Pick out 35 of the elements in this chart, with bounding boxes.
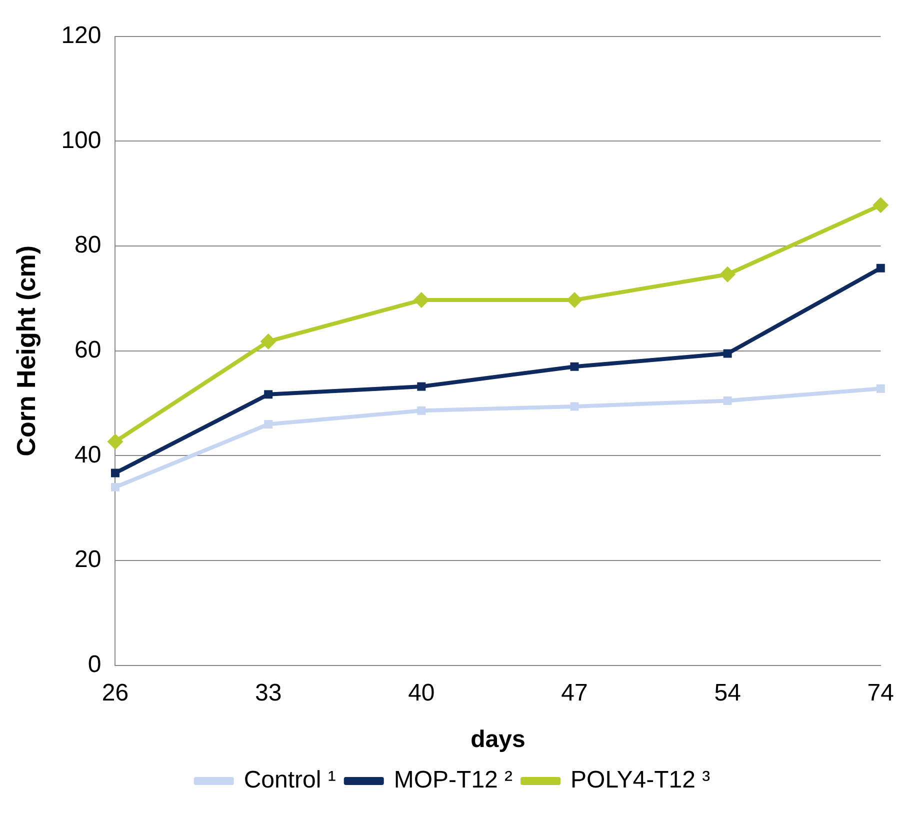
point	[107, 434, 124, 450]
point	[570, 362, 579, 371]
point	[723, 396, 732, 405]
x-tick-label: 54	[714, 679, 741, 706]
point	[264, 390, 273, 399]
y-axis-title: Corn Height (cm)	[10, 245, 41, 456]
y-tick-label: 80	[74, 232, 102, 259]
y-tick-label: 120	[61, 22, 102, 50]
x-axis-title: days	[470, 726, 526, 754]
point	[111, 468, 120, 478]
point	[111, 482, 120, 492]
point	[570, 402, 579, 411]
point	[260, 333, 276, 350]
x-tick-label: 33	[254, 679, 282, 706]
x-tick-label: 47	[561, 679, 588, 706]
legend-label: Control ¹	[244, 766, 336, 794]
point	[417, 406, 426, 415]
y-tick-label: 60	[74, 336, 102, 364]
point	[264, 420, 273, 429]
point	[872, 197, 889, 214]
point	[876, 264, 885, 272]
y-tick-label: 40	[74, 441, 102, 468]
point	[723, 349, 732, 358]
point	[413, 292, 430, 308]
point	[417, 382, 426, 391]
point	[720, 266, 736, 282]
legend-label: MOP-T12 ²	[394, 766, 513, 794]
x-tick-label: 26	[102, 679, 129, 706]
y-tick-label: 20	[74, 546, 102, 574]
point	[876, 384, 885, 393]
x-tick-label: 40	[408, 679, 435, 706]
x-tick-label: 74	[867, 679, 894, 706]
y-tick-label: 0	[88, 651, 102, 678]
y-tick-label: 100	[61, 126, 102, 154]
legend-label: POLY4-T12 ³	[570, 766, 710, 794]
